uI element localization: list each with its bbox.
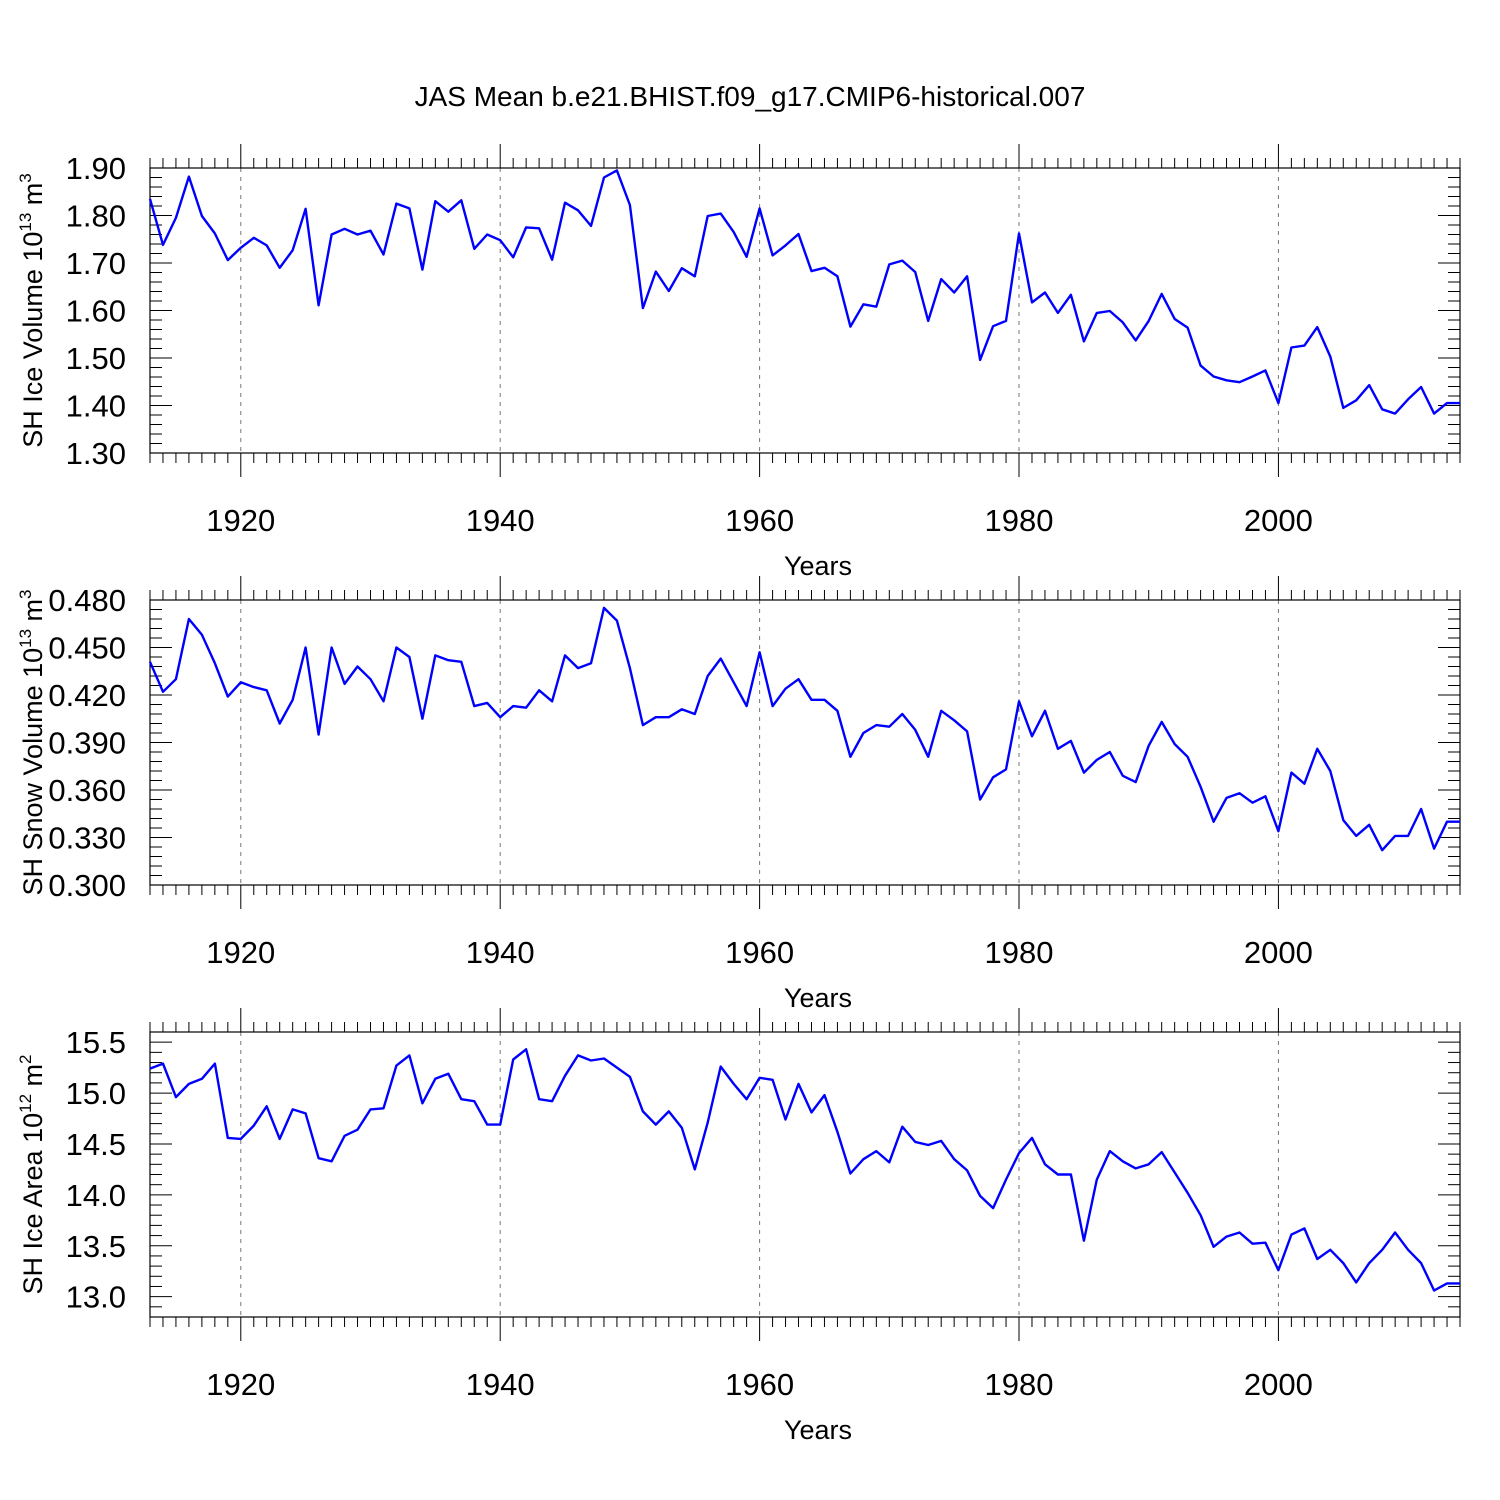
y-tick-label: 0.330 xyxy=(48,821,126,856)
y-axis-label-superscript: 13 xyxy=(16,213,35,232)
y-axis-label-part: m xyxy=(18,183,48,213)
y-tick-label: 14.5 xyxy=(66,1127,126,1162)
y-tick-label: 0.450 xyxy=(48,631,126,666)
x-axis-label: Years xyxy=(784,551,852,581)
y-axis-label-part: m xyxy=(18,599,48,629)
x-tick-label: 2000 xyxy=(1244,503,1313,538)
x-tick-label: 1960 xyxy=(725,935,794,970)
panels: 1.30 1.40 1.50 1.60 1.70 1.80 1.90 1920 1940 1960… xyxy=(16,144,1461,1445)
x-axis-label: Years xyxy=(784,983,852,1013)
y-tick-label: 14.0 xyxy=(66,1178,126,1213)
series-line xyxy=(148,606,1460,852)
x-tick-label: 1940 xyxy=(466,503,535,538)
y-tick-label: 1.80 xyxy=(66,199,126,234)
x-tick-label: 2000 xyxy=(1244,935,1313,970)
plot-frame xyxy=(149,599,1461,886)
series-line xyxy=(149,1048,1460,1292)
y-tick-label: 1.30 xyxy=(66,436,126,471)
y-tick-label: 15.5 xyxy=(66,1025,126,1060)
plot-frame xyxy=(149,1031,1461,1318)
x-tick-label: 1980 xyxy=(985,503,1054,538)
y-tick-label: 1.90 xyxy=(66,151,126,186)
x-tick-label: 2000 xyxy=(1244,1367,1313,1402)
panel-1: 1.30 1.40 1.50 1.60 1.70 1.80 1.90 1920 1940 1960… xyxy=(16,144,1461,581)
y-tick-label: 0.420 xyxy=(48,678,126,713)
y-tick-label: 13.0 xyxy=(66,1280,126,1315)
y-tick-label: 1.40 xyxy=(66,389,126,424)
y-axis-label-part: m xyxy=(18,1064,48,1094)
x-tick-label: 1960 xyxy=(725,1367,794,1402)
x-tick-label: 1980 xyxy=(985,1367,1054,1402)
x-tick-label: 1940 xyxy=(466,935,535,970)
x-tick-label: 1940 xyxy=(466,1367,535,1402)
y-axis-label-part: SH Snow Volume 10 xyxy=(18,648,48,896)
y-tick-label: 1.70 xyxy=(66,246,126,281)
y-tick-label: 13.5 xyxy=(66,1229,126,1264)
y-axis-label-part: SH Ice Area 10 xyxy=(18,1113,48,1295)
figure-title: JAS Mean b.e21.BHIST.f09_g17.CMIP6-histo… xyxy=(415,81,1086,112)
y-axis-label: SH Snow Volume 1013 m3 xyxy=(16,589,48,895)
x-tick-label: 1920 xyxy=(206,935,275,970)
x-tick-label: 1920 xyxy=(206,1367,275,1402)
x-tick-label: 1980 xyxy=(985,935,1054,970)
y-tick-label: 1.60 xyxy=(66,294,126,329)
y-axis-label-part: SH Ice Volume 10 xyxy=(18,232,48,448)
x-tick-label: 1960 xyxy=(725,503,794,538)
y-tick-label: 15.0 xyxy=(66,1076,126,1111)
y-axis-label-superscript: 2 xyxy=(16,1055,35,1064)
y-tick-label: 0.390 xyxy=(48,726,126,761)
x-tick-label: 1920 xyxy=(206,503,275,538)
y-tick-label: 0.300 xyxy=(48,868,126,903)
y-tick-label: 1.50 xyxy=(66,341,126,376)
y-axis-label-superscript: 12 xyxy=(16,1094,35,1113)
y-axis-label: SH Ice Area 1012 m2 xyxy=(16,1055,48,1295)
panel-3: 13.0 13.5 14.0 14.5 15.0 15.5 1920 1940 1960 1980… xyxy=(16,1008,1461,1445)
y-tick-label: 0.360 xyxy=(48,773,126,808)
panel-2: 0.300 0.330 0.360 0.390 0.420 0.450 0.480 1920 1… xyxy=(16,576,1461,1013)
y-axis-label-superscript: 3 xyxy=(16,589,35,598)
y-axis-label: SH Ice Volume 1013 m3 xyxy=(16,173,48,448)
plot-frame xyxy=(149,167,1461,454)
series-line xyxy=(148,169,1460,415)
y-tick-label: 0.480 xyxy=(48,583,126,618)
x-axis-label: Years xyxy=(784,1415,852,1445)
y-axis-label-superscript: 3 xyxy=(16,173,35,182)
y-axis-label-superscript: 13 xyxy=(16,629,35,648)
